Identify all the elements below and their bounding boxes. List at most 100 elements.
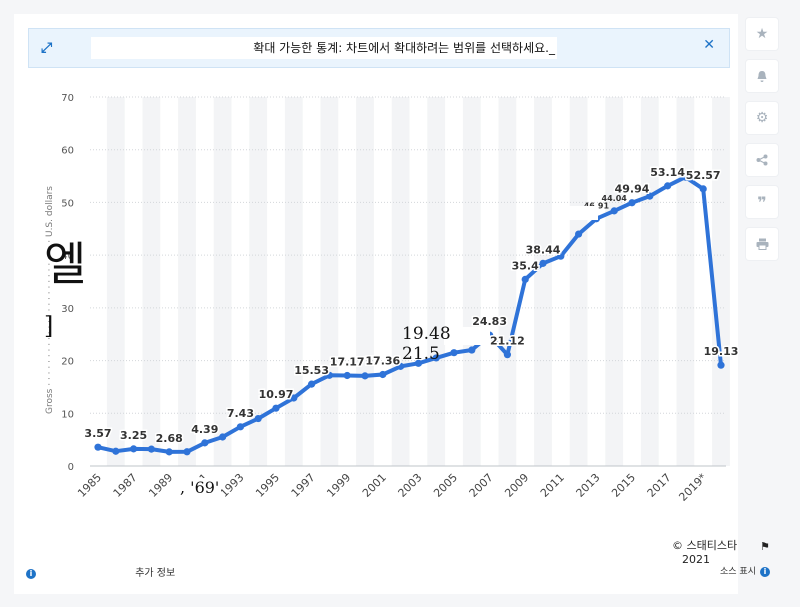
data-point xyxy=(361,372,369,380)
data-point xyxy=(308,380,316,388)
year-band xyxy=(712,97,730,466)
x-tick-label: 2013 xyxy=(574,471,603,500)
data-point xyxy=(130,445,138,453)
data-point xyxy=(397,362,405,370)
copyright-text[interactable]: © 스태티스타 xyxy=(672,539,738,552)
data-point xyxy=(183,448,191,456)
data-point xyxy=(575,230,583,238)
data-point xyxy=(112,447,120,455)
y-tick-label: 20 xyxy=(61,357,74,368)
info-icon[interactable]: i xyxy=(26,569,36,579)
bell-icon[interactable] xyxy=(746,60,778,92)
year-band xyxy=(142,97,161,466)
flag-icon[interactable]: ⚑ xyxy=(760,540,770,553)
star-icon[interactable]: ★ xyxy=(746,18,778,50)
data-point xyxy=(254,414,262,423)
copyright-year: 2021 xyxy=(682,553,710,566)
year-band xyxy=(284,97,303,466)
gear-icon[interactable]: ⚙ xyxy=(746,102,778,134)
data-label: 21.12 xyxy=(490,335,525,348)
x-tick-label: 1999 xyxy=(324,471,353,500)
data-point xyxy=(539,259,547,267)
year-band xyxy=(605,97,624,466)
year-band xyxy=(106,97,125,466)
x-tick-label: 2005 xyxy=(431,471,460,500)
footer-left: i 추가 정보 xyxy=(26,564,175,579)
data-point xyxy=(165,448,173,456)
overlay-label-2: 21.5 xyxy=(402,344,440,364)
y-tick-label: 40 xyxy=(61,251,74,262)
data-label: 3.57 xyxy=(84,427,111,440)
x-tick-label: 2011 xyxy=(538,471,567,500)
data-point xyxy=(379,370,387,379)
data-point xyxy=(343,371,351,380)
share-icon[interactable] xyxy=(746,144,778,176)
data-point xyxy=(628,199,636,207)
expand-icon[interactable]: ⤢ xyxy=(41,40,53,56)
data-point xyxy=(414,359,422,367)
x-tick-label: 1993 xyxy=(218,471,247,500)
y-axis-ticks: 0 10 20 30 40 50 60 70 xyxy=(61,93,74,473)
data-point xyxy=(201,439,209,447)
data-point xyxy=(503,351,511,359)
data-label: 17.17 xyxy=(330,355,365,368)
data-label: 53.14 xyxy=(650,166,685,179)
year-band xyxy=(391,97,410,466)
year-band xyxy=(356,97,374,466)
year-band xyxy=(462,97,481,466)
data-point xyxy=(290,394,298,402)
sidebar: ★ ⚙ ❞ xyxy=(746,18,778,270)
x-tick-label: 2007 xyxy=(467,471,496,500)
x-tick-label: 2003 xyxy=(396,471,425,500)
banner-text: 확대 가능한 통계: 차트에서 확대하려는 범위를 선택하세요._ xyxy=(91,37,557,59)
x-tick-label: 1989 xyxy=(146,471,175,500)
y-tick-label: 30 xyxy=(61,304,74,315)
data-label: 3.25 xyxy=(120,429,147,442)
data-label: 19.13 xyxy=(704,345,739,358)
x-tick-label: 1987 xyxy=(111,471,140,500)
close-icon[interactable]: ✕ xyxy=(703,37,715,53)
label-mask-2 xyxy=(556,206,598,220)
year-band xyxy=(569,97,588,466)
year-bands xyxy=(106,97,730,466)
year-band xyxy=(676,97,695,466)
source-text[interactable]: 소스 표시 xyxy=(720,567,756,577)
overlay-glyph: 엘 xyxy=(44,237,87,291)
data-label: 2.68 xyxy=(156,432,183,445)
year-band xyxy=(178,97,196,466)
x-axis-ticks: 1985198719891991199319951997199920012003… xyxy=(75,471,710,504)
data-point xyxy=(236,423,244,431)
print-icon[interactable] xyxy=(746,228,778,260)
source-link[interactable]: 소스 표시 i xyxy=(720,564,770,577)
x-tick-label: 1997 xyxy=(289,471,318,500)
year-band xyxy=(249,97,268,466)
data-point xyxy=(432,354,440,362)
data-label: 15.53 xyxy=(294,364,329,377)
data-point xyxy=(699,185,707,193)
data-label: 4.39 xyxy=(191,423,218,436)
x-tick-label: 2009 xyxy=(502,471,531,500)
label-mask xyxy=(444,327,490,345)
data-label: 35.4 xyxy=(512,259,539,272)
x-tick-label: 1995 xyxy=(253,471,282,500)
year-band xyxy=(640,97,659,466)
y-tick-label: 60 xyxy=(61,146,74,157)
overlay-stray-tick: , '69' xyxy=(178,478,222,497)
info-icon: i xyxy=(759,567,770,577)
data-point xyxy=(717,361,725,369)
data-label: 52.57 xyxy=(686,169,721,182)
data-point xyxy=(147,445,155,453)
y-tick-label: 0 xyxy=(68,462,74,473)
data-point xyxy=(272,404,280,412)
year-band xyxy=(498,97,517,466)
data-point xyxy=(646,192,654,200)
more-info-link[interactable]: 추가 정보 xyxy=(135,568,176,579)
data-point xyxy=(664,182,672,190)
x-tick-label: 1985 xyxy=(75,471,104,500)
year-band xyxy=(320,97,339,466)
y-axis-label: Gross · · · · · · · · · · · · · · · · · … xyxy=(45,186,55,414)
quote-icon[interactable]: ❞ xyxy=(746,186,778,218)
data-point xyxy=(325,371,333,379)
